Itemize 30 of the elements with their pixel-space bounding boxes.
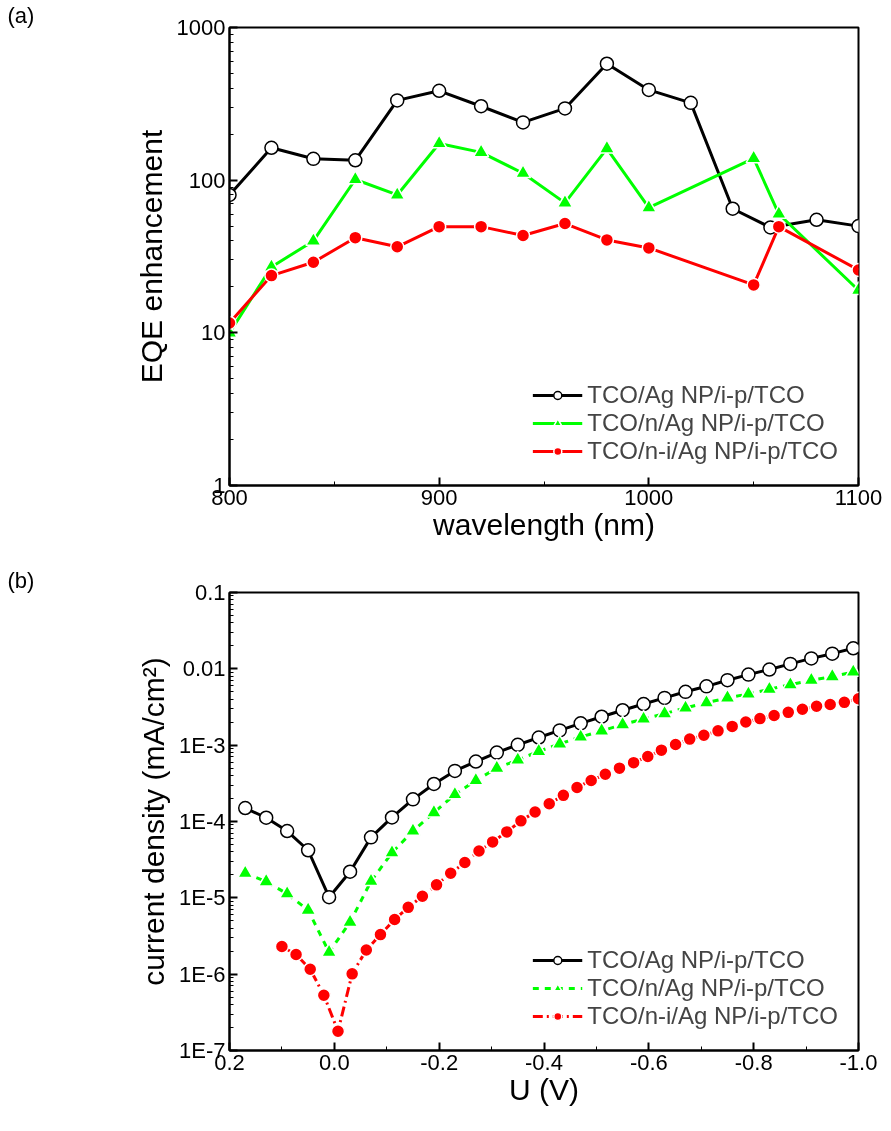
text: (a)	[7, 2, 35, 28]
legend-label: TCO/n-i/Ag NP/i-p/TCO	[587, 1002, 838, 1030]
y-tick-label: 1E-6	[179, 961, 226, 987]
y-tick-label: 100	[188, 167, 226, 193]
y-axis-title: EQE enhancement	[134, 129, 168, 384]
x-tick-label: 1100	[834, 484, 883, 510]
legend-label: TCO/n/Ag NP/i-p/TCO	[587, 409, 825, 437]
y-axis-title: current density (mA/cm²)	[137, 657, 171, 986]
x-tick-label: -0.2	[420, 1049, 459, 1075]
x-tick-label: 1000	[624, 484, 674, 510]
x-tick-label: 900	[420, 484, 458, 510]
y-tick-label: 1E-4	[179, 809, 226, 834]
y-tick-label: 1E-5	[179, 885, 226, 911]
x-tick-label: -0.4	[525, 1049, 563, 1075]
legend-label: TCO/Ag NP/i-p/TCO	[587, 946, 805, 974]
x-tick-label: -0.6	[629, 1049, 668, 1075]
x-tick-label: -0.8	[734, 1049, 773, 1075]
y-tick-label: 1000	[176, 15, 226, 40]
legend-label: TCO/n/Ag NP/i-p/TCO	[587, 974, 825, 1002]
y-tick-label: 10	[201, 320, 226, 346]
x-axis-title: wavelength (nm)	[432, 507, 655, 541]
y-tick-label: 1E-3	[179, 732, 226, 758]
legend-label: TCO/Ag NP/i-p/TCO	[587, 381, 805, 409]
x-axis-title: U (V)	[509, 1072, 579, 1106]
x-tick-label: 0.0	[319, 1049, 350, 1075]
x-tick-label: -1.0	[839, 1049, 878, 1075]
y-tick-label: 0.01	[182, 656, 226, 682]
y-tick-label: 0.1	[194, 580, 226, 605]
legend-label: TCO/n-i/Ag NP/i-p/TCO	[587, 437, 838, 465]
text: (b)	[7, 567, 35, 593]
